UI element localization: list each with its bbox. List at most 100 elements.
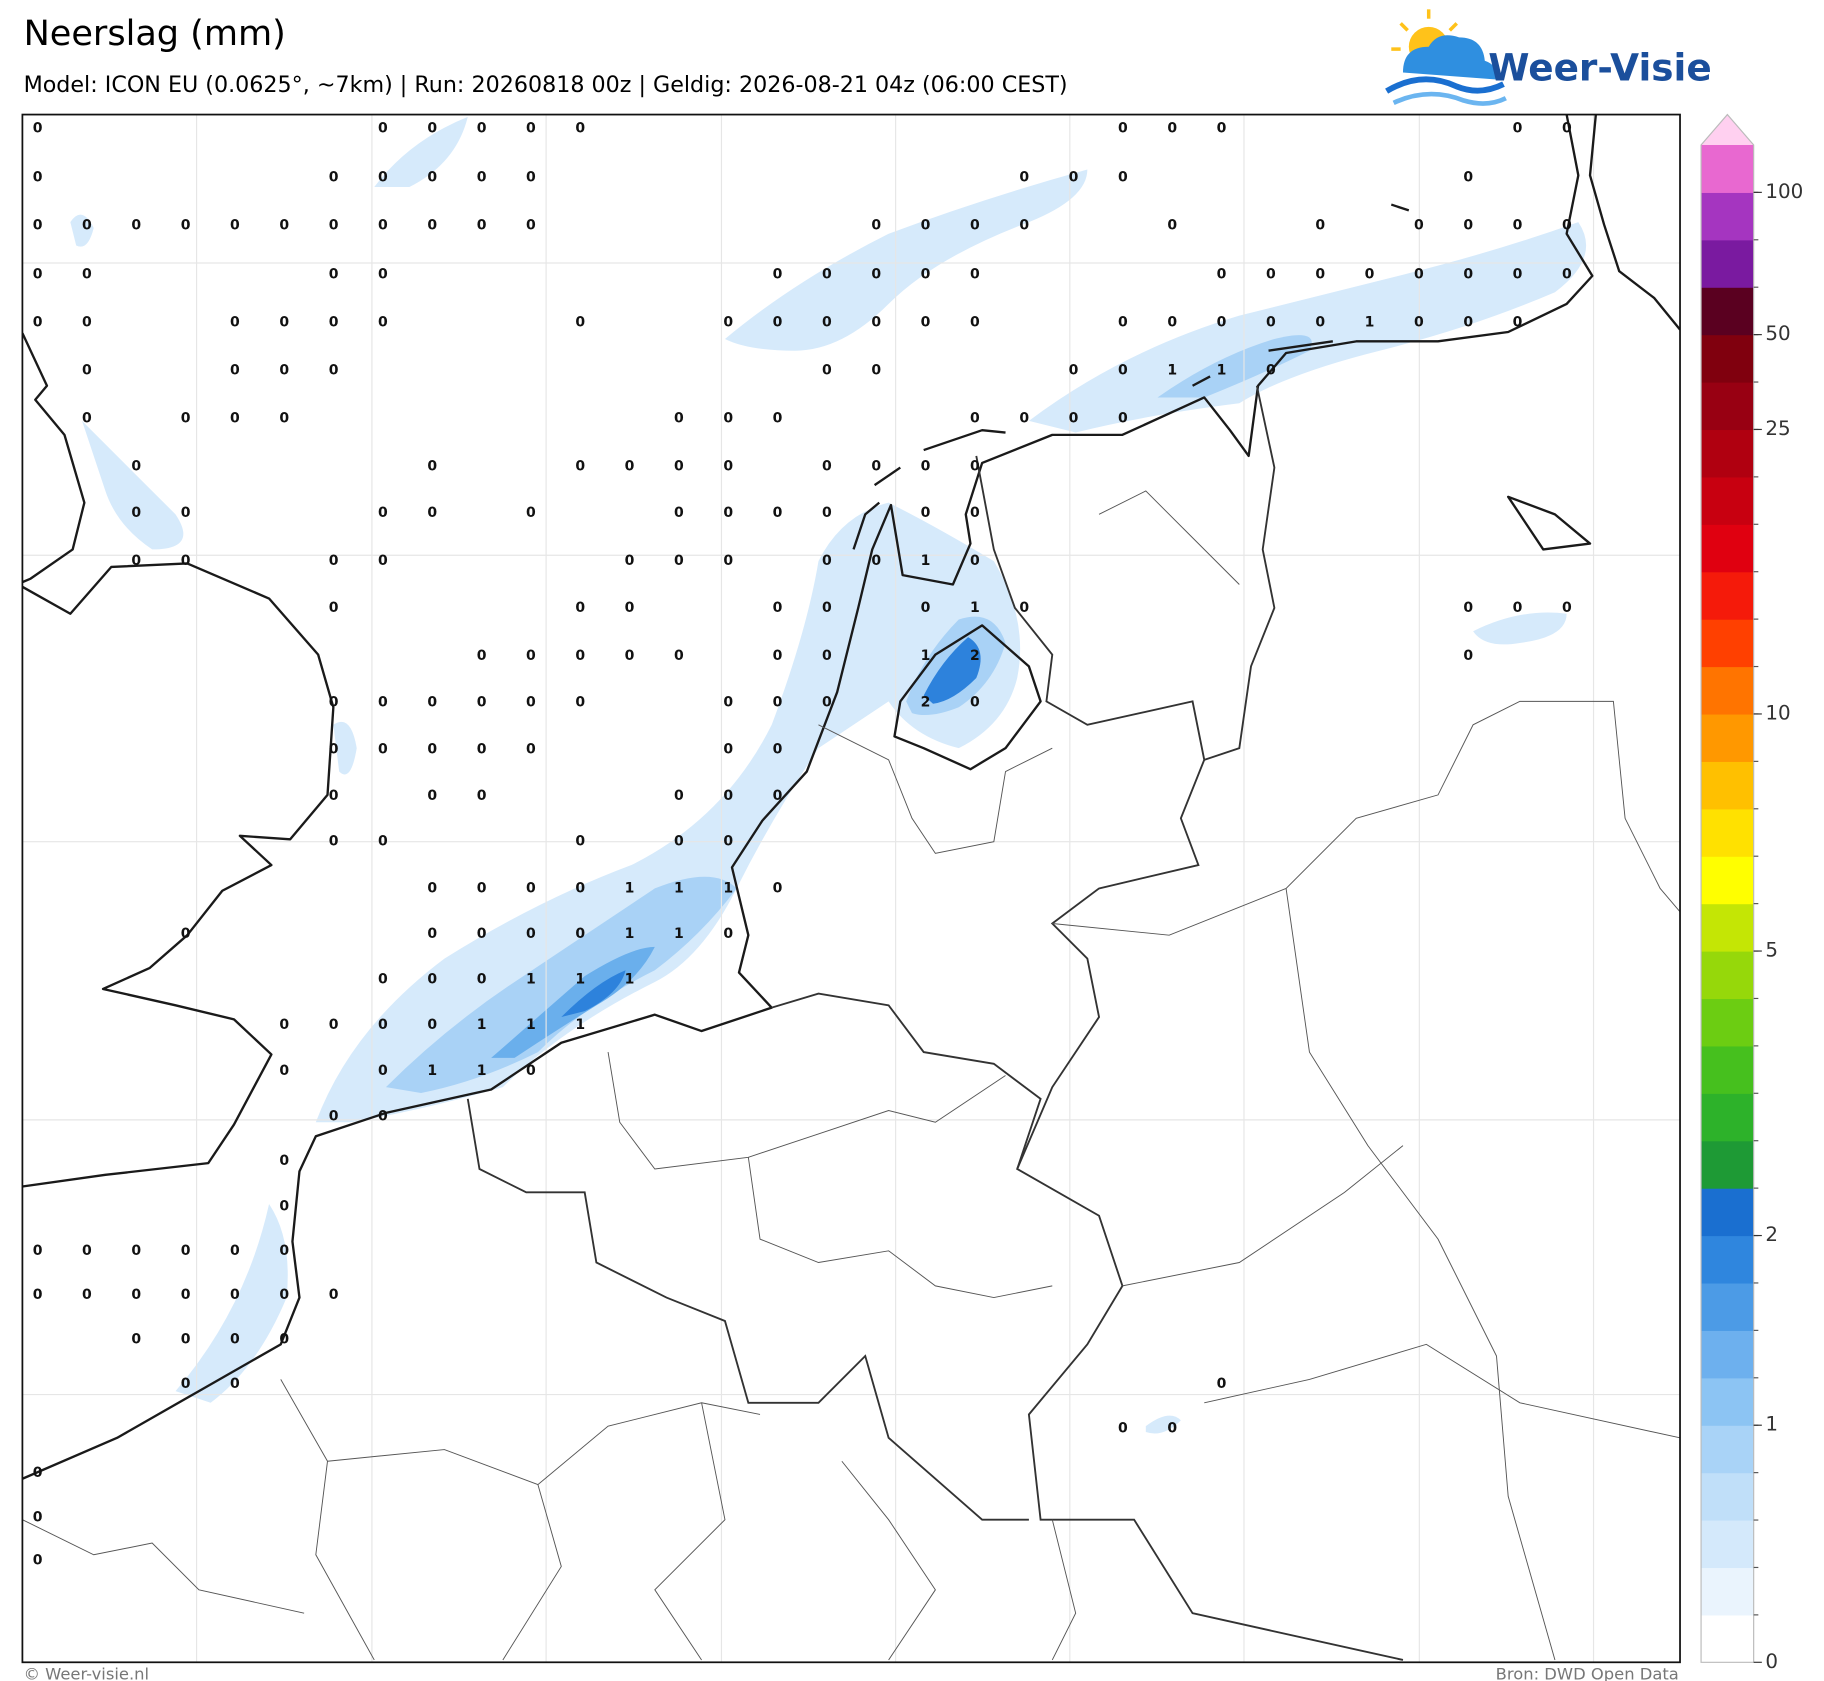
precip-value: 0 [674, 834, 684, 850]
precip-value: 0 [1118, 1420, 1128, 1436]
precip-value: 0 [82, 1287, 92, 1303]
precip-value: 0 [723, 553, 733, 569]
colorbar-band [1701, 1377, 1754, 1426]
precip-value: 0 [82, 267, 92, 283]
precip-value: 0 [526, 926, 536, 942]
precip-value: 0 [822, 648, 832, 664]
precip-value: 0 [181, 553, 191, 569]
precip-value: 0 [822, 267, 832, 283]
precip-value: 0 [427, 741, 437, 757]
precip-value: 0 [181, 505, 191, 521]
precip-value: 1 [526, 1017, 536, 1033]
precip-value: 0 [526, 880, 536, 896]
precip-value: 0 [1513, 267, 1523, 283]
precip-value: 0 [871, 315, 881, 331]
precip-value: 0 [1463, 218, 1473, 234]
precip-value: 0 [131, 1243, 141, 1259]
precip-value: 0 [378, 267, 388, 283]
precip-value: 0 [378, 695, 388, 711]
precip-value: 0 [131, 458, 141, 474]
precip-value: 0 [33, 121, 43, 137]
colorbar-band [1701, 619, 1754, 668]
precip-value: 0 [822, 363, 832, 379]
precip-value: 0 [970, 695, 980, 711]
precip-value: 0 [329, 1017, 339, 1033]
precip-value: 0 [723, 834, 733, 850]
precip-value: 0 [871, 267, 881, 283]
precip-value: 0 [575, 834, 585, 850]
colorbar-band [1701, 287, 1754, 336]
precip-value: 0 [1562, 600, 1572, 616]
precip-value: 0 [723, 926, 733, 942]
precip-value: 0 [329, 363, 339, 379]
colorbar-band [1701, 856, 1754, 905]
colorbar-band [1701, 334, 1754, 383]
precip-value: 1 [970, 600, 980, 616]
colorbar-band [1701, 1235, 1754, 1284]
precip-value: 0 [723, 410, 733, 426]
precip-value: 0 [378, 972, 388, 988]
precip-value: 0 [575, 458, 585, 474]
precip-value: 0 [33, 267, 43, 283]
precip-value: 0 [33, 1553, 43, 1569]
precip-value: 0 [1167, 121, 1177, 137]
precip-value: 0 [773, 600, 783, 616]
precip-value: 0 [477, 788, 487, 804]
colorbar-band [1701, 1614, 1754, 1663]
precip-value: 0 [773, 695, 783, 711]
precip-value: 0 [378, 505, 388, 521]
precip-value: 0 [871, 458, 881, 474]
logo: Weer-Visie [1385, 9, 1712, 106]
colorbar-band [1701, 808, 1754, 857]
precip-value: 0 [1019, 410, 1029, 426]
precip-value: 0 [1513, 121, 1523, 137]
precip-value: 0 [1217, 315, 1227, 331]
precip-value: 0 [181, 1332, 191, 1348]
precip-value: 0 [526, 505, 536, 521]
precip-value: 0 [1069, 363, 1079, 379]
precip-value: 0 [625, 458, 635, 474]
precip-value: 0 [230, 410, 240, 426]
precip-value: 0 [1414, 267, 1424, 283]
colorbar-extension [1701, 114, 1754, 145]
precip-value: 0 [279, 218, 289, 234]
precip-value: 0 [477, 972, 487, 988]
precip-value: 1 [625, 926, 635, 942]
precip-value: 0 [329, 267, 339, 283]
colorbar-band [1701, 1567, 1754, 1616]
precip-value: 0 [329, 788, 339, 804]
precip-value: 0 [427, 880, 437, 896]
borders [466, 385, 1404, 1661]
precip-value: 0 [526, 218, 536, 234]
precip-value: 0 [279, 1243, 289, 1259]
precip-value: 0 [773, 880, 783, 896]
map-frame [21, 113, 1681, 1664]
precip-value: 1 [575, 972, 585, 988]
precip-value: 0 [921, 458, 931, 474]
precip-value: 0 [674, 648, 684, 664]
colorbar-tick-label: 50 [1765, 322, 1790, 345]
precip-value: 0 [1463, 648, 1473, 664]
precip-value: 0 [822, 458, 832, 474]
precip-value: 0 [970, 315, 980, 331]
precip-value: 0 [1463, 170, 1473, 186]
precip-value: 0 [230, 1287, 240, 1303]
precip-value: 0 [427, 218, 437, 234]
precip-value: 0 [723, 315, 733, 331]
precip-value: 0 [427, 695, 437, 711]
precip-value: 1 [477, 1017, 487, 1033]
precip-value: 0 [329, 218, 339, 234]
precip-value: 1 [1167, 363, 1177, 379]
precip-value: 0 [526, 741, 536, 757]
precip-value: 0 [674, 505, 684, 521]
precip-value: 0 [1118, 121, 1128, 137]
precip-value: 0 [1266, 363, 1276, 379]
precip-value: 0 [921, 505, 931, 521]
precip-value: 0 [1118, 315, 1128, 331]
precip-value: 0 [773, 267, 783, 283]
precip-value: 0 [378, 553, 388, 569]
precip-value: 1 [921, 648, 931, 664]
precip-value: 0 [723, 741, 733, 757]
colorbar-band [1701, 524, 1754, 573]
